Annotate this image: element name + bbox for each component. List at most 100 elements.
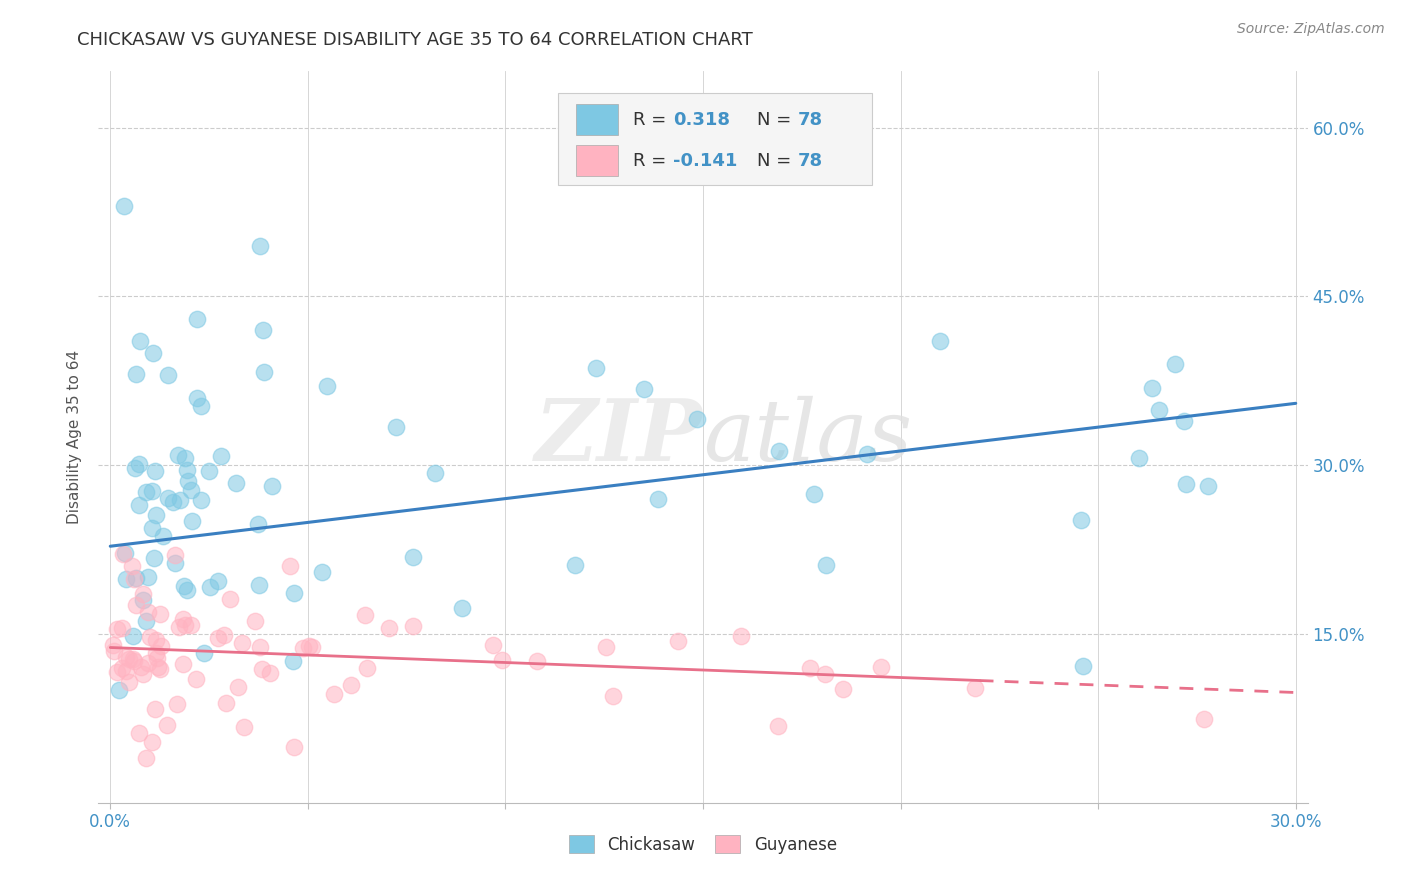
Point: [1192, 712, 1215, 726]
Point: [243, 614, 266, 628]
Point: [259, 665, 281, 680]
Point: [218, 591, 240, 606]
Point: [105, 623, 128, 637]
Point: [115, 572, 138, 586]
Point: [186, 391, 208, 405]
Point: [253, 366, 276, 380]
Point: [136, 570, 159, 584]
Point: [768, 444, 790, 458]
Point: [165, 556, 187, 570]
Point: [145, 646, 167, 660]
Point: [155, 718, 177, 732]
Point: [141, 483, 163, 498]
Point: [180, 483, 202, 497]
Point: [831, 681, 853, 696]
Point: [132, 593, 155, 607]
Point: [214, 628, 236, 642]
Point: [135, 485, 157, 500]
Point: [378, 621, 401, 635]
Point: [112, 547, 135, 561]
Point: [451, 601, 474, 615]
Point: [128, 457, 150, 471]
Point: [602, 690, 624, 704]
Point: [111, 621, 134, 635]
Point: [163, 548, 186, 562]
Point: [118, 651, 141, 665]
Text: Source: ZipAtlas.com: Source: ZipAtlas.com: [1237, 22, 1385, 37]
Point: [162, 494, 184, 508]
Point: [283, 739, 305, 754]
Point: [172, 657, 194, 672]
Point: [929, 334, 952, 348]
Point: [111, 661, 134, 675]
Point: [173, 579, 195, 593]
Point: [152, 529, 174, 543]
Point: [149, 639, 172, 653]
Point: [166, 448, 188, 462]
Point: [180, 617, 202, 632]
Point: [246, 516, 269, 531]
Point: [124, 460, 146, 475]
Point: [184, 672, 207, 686]
Point: [149, 607, 172, 622]
Point: [114, 546, 136, 560]
Text: N =: N =: [758, 111, 797, 128]
Point: [323, 688, 346, 702]
Point: [226, 680, 249, 694]
Point: [354, 608, 377, 623]
Point: [247, 578, 270, 592]
Point: [135, 751, 157, 765]
Point: [122, 629, 145, 643]
FancyBboxPatch shape: [558, 94, 872, 185]
Point: [101, 638, 124, 652]
Point: [198, 580, 221, 594]
Text: R =: R =: [633, 111, 672, 128]
Point: [157, 368, 180, 383]
Point: [1197, 479, 1219, 493]
Point: [193, 646, 215, 660]
Point: [128, 498, 150, 512]
Point: [142, 345, 165, 359]
Point: [595, 640, 617, 654]
Point: [585, 361, 607, 376]
Point: [215, 697, 238, 711]
Point: [145, 651, 167, 665]
Text: atlas: atlas: [703, 396, 912, 478]
Point: [814, 667, 837, 681]
Point: [136, 605, 159, 619]
Point: [301, 640, 323, 655]
Point: [177, 475, 200, 489]
Point: [1070, 513, 1092, 527]
Point: [135, 614, 157, 628]
Point: [108, 683, 131, 698]
Point: [252, 323, 274, 337]
Point: [149, 663, 172, 677]
Point: [1128, 450, 1150, 465]
Point: [122, 654, 145, 668]
Point: [132, 587, 155, 601]
Point: [686, 412, 709, 426]
Point: [666, 634, 689, 648]
Point: [766, 719, 789, 733]
Point: [249, 640, 271, 655]
Point: [855, 447, 877, 461]
Point: [250, 662, 273, 676]
Point: [156, 491, 179, 505]
Point: [115, 649, 138, 664]
Point: [283, 654, 305, 668]
Point: [526, 653, 548, 667]
Point: [115, 664, 138, 678]
Text: 78: 78: [797, 111, 823, 128]
Point: [298, 639, 321, 653]
Text: 78: 78: [797, 152, 823, 169]
Point: [803, 486, 825, 500]
Point: [125, 571, 148, 585]
Point: [730, 629, 752, 643]
Point: [633, 382, 655, 396]
Point: [124, 573, 146, 587]
Point: [1147, 403, 1170, 417]
Point: [190, 493, 212, 508]
Point: [1164, 357, 1187, 371]
Point: [143, 464, 166, 478]
FancyBboxPatch shape: [576, 104, 619, 135]
